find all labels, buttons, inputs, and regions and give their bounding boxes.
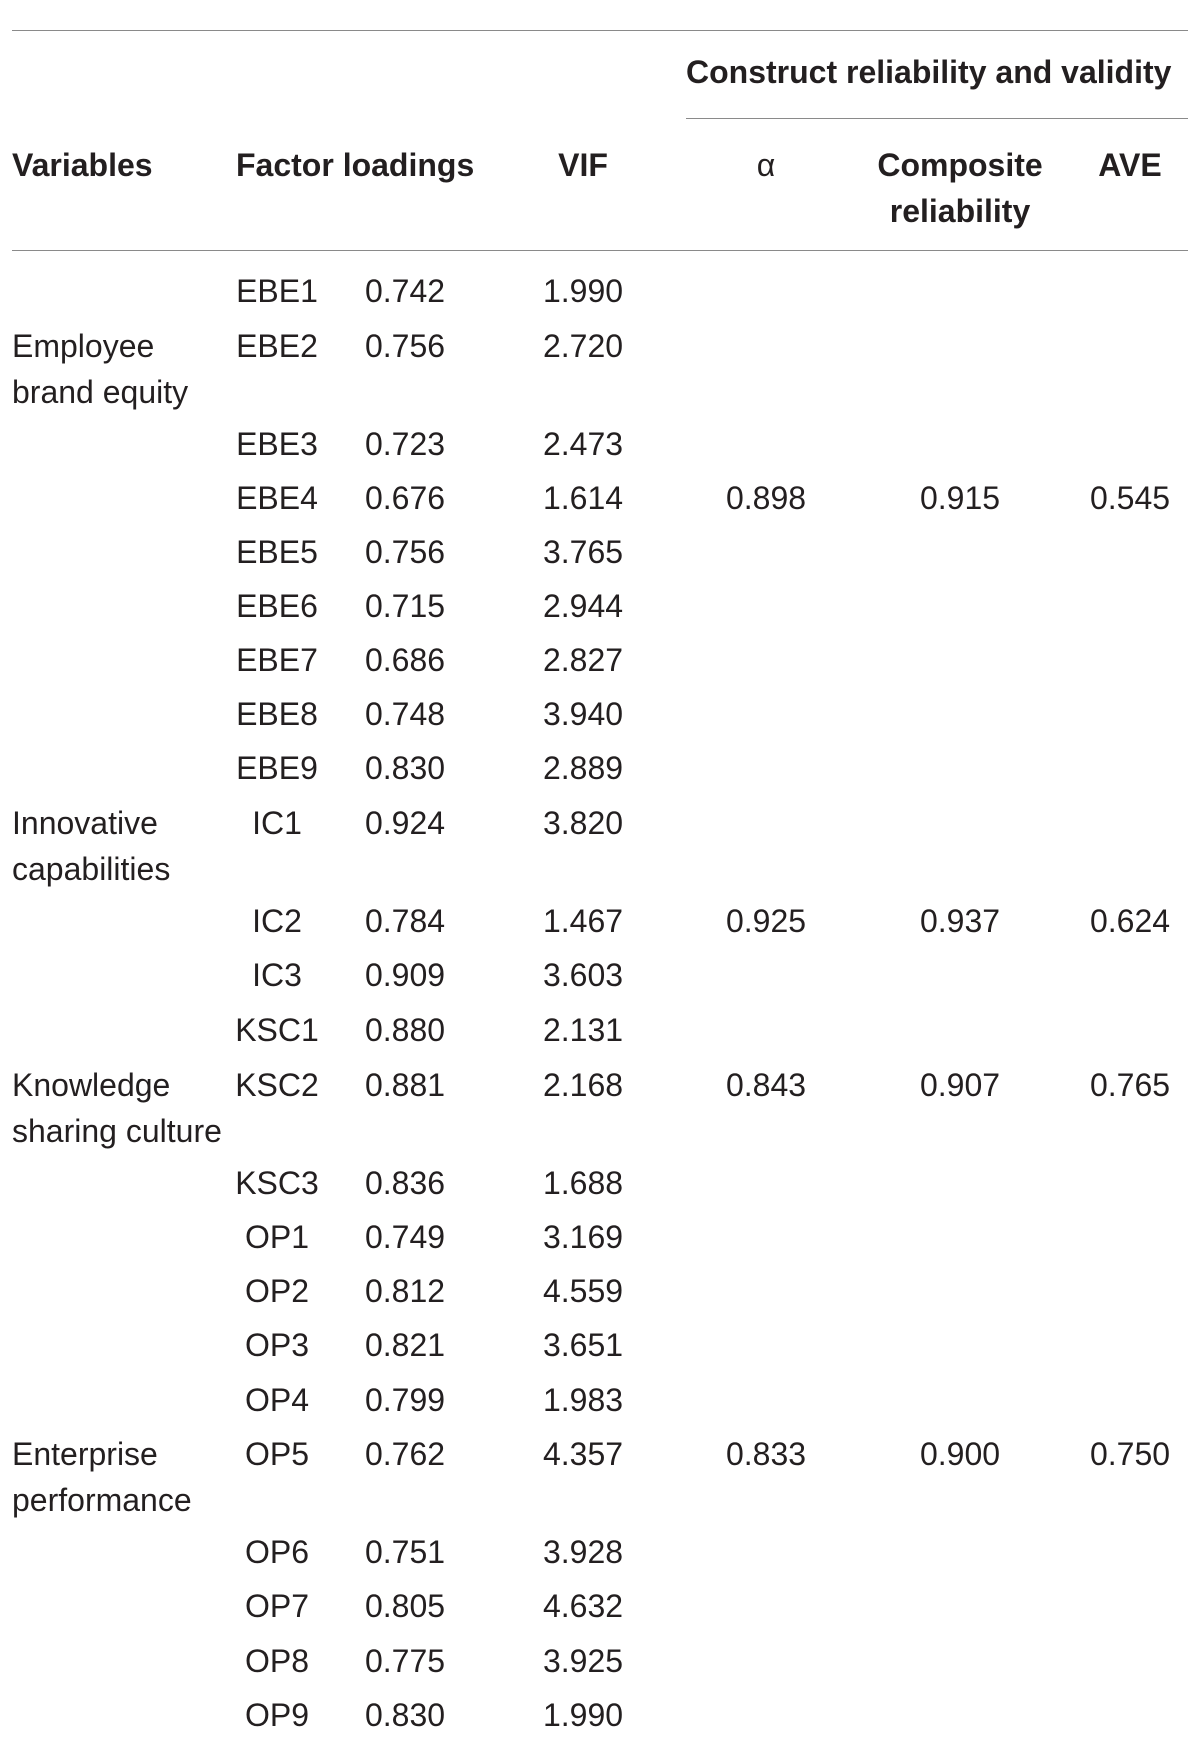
table-top-rule	[12, 30, 1188, 31]
factor-loading-value: 0.723	[364, 426, 446, 462]
ave-value: 0.624	[1089, 903, 1171, 939]
factor-loading-value: 0.686	[364, 642, 446, 678]
item-code: IC1	[252, 805, 302, 841]
vif-value: 2.473	[542, 426, 624, 462]
factor-loading-value: 0.756	[364, 534, 446, 570]
vif-value: 3.940	[542, 696, 624, 732]
vif-value: 2.168	[542, 1067, 624, 1103]
vif-value: 1.983	[542, 1382, 624, 1418]
item-code: EBE6	[236, 588, 318, 624]
item-code: EBE3	[236, 426, 318, 462]
composite-reliability-value: 0.915	[919, 480, 1001, 516]
ave-value: 0.750	[1089, 1436, 1171, 1472]
item-code: OP2	[244, 1273, 310, 1309]
factor-loading-value: 0.799	[364, 1382, 446, 1418]
vif-value: 1.990	[542, 1697, 624, 1733]
group-header: Construct reliability and validity	[686, 54, 1172, 90]
ave-value: 0.545	[1089, 480, 1171, 516]
vif-value: 1.688	[542, 1165, 624, 1201]
item-code: OP3	[244, 1327, 310, 1363]
variable-label: Enterprise performance	[12, 1436, 192, 1518]
item-code: OP5	[244, 1436, 310, 1472]
item-code: KSC2	[235, 1067, 319, 1103]
factor-loading-value: 0.756	[364, 328, 446, 364]
item-code: OP4	[244, 1382, 310, 1418]
factor-loading-value: 0.676	[364, 480, 446, 516]
vif-value: 2.131	[542, 1012, 624, 1048]
variable-label: Employee brand equity	[12, 328, 189, 410]
col-header-composite-reliability-2: reliability	[889, 193, 1031, 229]
ave-value: 0.765	[1089, 1067, 1171, 1103]
item-code: KSC1	[235, 1012, 319, 1048]
factor-loading-value: 0.742	[364, 273, 446, 309]
factor-loading-value: 0.924	[364, 805, 446, 841]
factor-loading-value: 0.751	[364, 1534, 446, 1570]
col-header-factor-loadings: Factor loadings	[236, 147, 475, 183]
item-code: OP9	[244, 1697, 310, 1733]
vif-value: 3.651	[542, 1327, 624, 1363]
alpha-value: 0.843	[725, 1067, 807, 1103]
vif-value: 2.944	[542, 588, 624, 624]
alpha-value: 0.833	[725, 1436, 807, 1472]
factor-loading-value: 0.784	[364, 903, 446, 939]
group-header-rule	[686, 118, 1188, 119]
factor-loading-value: 0.836	[364, 1165, 446, 1201]
factor-loading-value: 0.909	[364, 957, 446, 993]
factor-loading-value: 0.830	[364, 750, 446, 786]
vif-value: 4.632	[542, 1588, 624, 1624]
vif-value: 3.820	[542, 805, 624, 841]
vif-value: 3.928	[542, 1534, 624, 1570]
col-header-composite-reliability-1: Composite	[877, 147, 1043, 183]
vif-value: 2.720	[542, 328, 624, 364]
vif-value: 3.603	[542, 957, 624, 993]
item-code: OP1	[244, 1219, 310, 1255]
col-header-variables: Variables	[12, 147, 153, 183]
variable-label: Knowledge sharing culture	[12, 1067, 222, 1149]
factor-loading-value: 0.775	[364, 1643, 446, 1679]
item-code: EBE4	[236, 480, 318, 516]
composite-reliability-value: 0.907	[919, 1067, 1001, 1103]
factor-loading-value: 0.748	[364, 696, 446, 732]
item-code: IC3	[252, 957, 302, 993]
factor-loading-value: 0.749	[364, 1219, 446, 1255]
col-header-vif: VIF	[558, 147, 608, 183]
item-code: IC2	[252, 903, 302, 939]
vif-value: 4.357	[542, 1436, 624, 1472]
vif-value: 4.559	[542, 1273, 624, 1309]
header-bottom-rule	[12, 250, 1188, 251]
variable-label: Innovative capabilities	[12, 805, 171, 887]
vif-value: 3.925	[542, 1643, 624, 1679]
item-code: EBE9	[236, 750, 318, 786]
factor-loading-value: 0.830	[364, 1697, 446, 1733]
item-code: EBE1	[236, 273, 318, 309]
alpha-value: 0.898	[725, 480, 807, 516]
composite-reliability-value: 0.937	[919, 903, 1001, 939]
vif-value: 1.467	[542, 903, 624, 939]
item-code: EBE8	[236, 696, 318, 732]
col-header-alpha: α	[756, 147, 776, 183]
vif-value: 2.889	[542, 750, 624, 786]
factor-loading-value: 0.881	[364, 1067, 446, 1103]
vif-value: 3.765	[542, 534, 624, 570]
item-code: EBE7	[236, 642, 318, 678]
factor-loading-value: 0.880	[364, 1012, 446, 1048]
item-code: OP8	[244, 1643, 310, 1679]
vif-value: 1.614	[542, 480, 624, 516]
alpha-value: 0.925	[725, 903, 807, 939]
col-header-ave: AVE	[1098, 147, 1162, 183]
factor-loading-value: 0.715	[364, 588, 446, 624]
item-code: EBE5	[236, 534, 318, 570]
item-code: OP6	[244, 1534, 310, 1570]
vif-value: 1.990	[542, 273, 624, 309]
factor-loading-value: 0.821	[364, 1327, 446, 1363]
item-code: KSC3	[235, 1165, 319, 1201]
factor-loading-value: 0.805	[364, 1588, 446, 1624]
vif-value: 3.169	[542, 1219, 624, 1255]
vif-value: 2.827	[542, 642, 624, 678]
factor-loading-value: 0.762	[364, 1436, 446, 1472]
factor-loading-value: 0.812	[364, 1273, 446, 1309]
composite-reliability-value: 0.900	[919, 1436, 1001, 1472]
item-code: OP7	[244, 1588, 310, 1624]
item-code: EBE2	[236, 328, 318, 364]
